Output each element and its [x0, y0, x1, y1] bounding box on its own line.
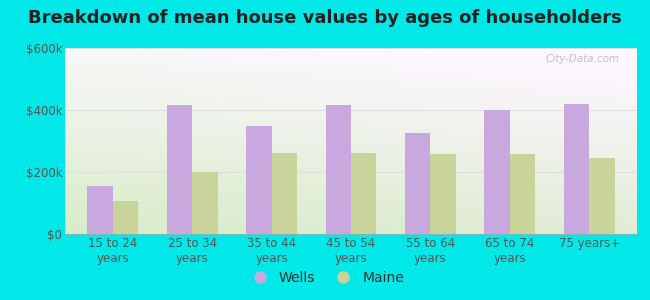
- Bar: [484, 110, 510, 234]
- Bar: [192, 172, 218, 234]
- Text: City-Data.com: City-Data.com: [546, 54, 620, 64]
- Bar: [272, 153, 297, 234]
- Bar: [564, 104, 590, 234]
- Bar: [510, 154, 536, 234]
- Bar: [326, 105, 351, 234]
- Text: Breakdown of mean house values by ages of householders: Breakdown of mean house values by ages o…: [28, 9, 622, 27]
- Bar: [112, 202, 138, 234]
- Bar: [87, 186, 112, 234]
- Bar: [246, 125, 272, 234]
- Bar: [430, 154, 456, 234]
- Bar: [590, 158, 615, 234]
- Bar: [166, 105, 192, 234]
- Bar: [405, 133, 430, 234]
- Legend: Wells, Maine: Wells, Maine: [240, 265, 410, 290]
- Bar: [351, 153, 376, 234]
